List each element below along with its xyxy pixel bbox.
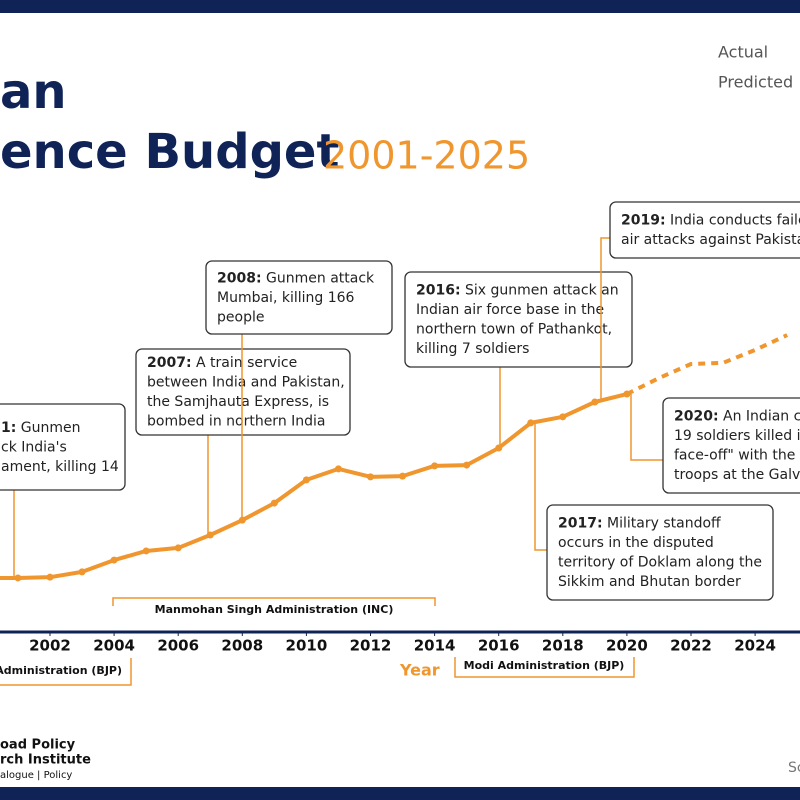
annotation-line: killing 7 soldiers bbox=[416, 341, 529, 357]
bottom-bar bbox=[0, 787, 800, 800]
annotation-year: 1: bbox=[1, 420, 16, 436]
annotation-text: 2016: Six gunmen attack an Indian air for… bbox=[416, 283, 619, 358]
annotation-box bbox=[404, 271, 633, 368]
series-line bbox=[626, 333, 788, 396]
point bbox=[46, 573, 54, 581]
x-tick-label: 2020 bbox=[606, 637, 648, 655]
annotation-text: 2008: Gunmen attack Mumbai, killing 166 pe… bbox=[217, 270, 375, 325]
chart-subtitle: 2001-2025 bbox=[323, 134, 530, 178]
point bbox=[206, 531, 214, 539]
bracket bbox=[454, 657, 635, 678]
legend-label: Actual bbox=[718, 43, 768, 62]
point bbox=[431, 462, 439, 470]
annotation-text: 2007: A train service between India and P… bbox=[147, 355, 345, 430]
annotation-line: bombed in northern India bbox=[147, 414, 326, 430]
bracket bbox=[112, 597, 436, 606]
annotation-line: Sikkim and Bhutan border bbox=[558, 574, 741, 590]
administration-label: Administration (BJP) bbox=[0, 664, 122, 677]
annotation-line: air attacks against Pakista bbox=[621, 232, 800, 248]
annotation-line: India conducts faile bbox=[666, 213, 800, 229]
x-tick-label: 2024 bbox=[734, 637, 776, 655]
x-tick-label: 2012 bbox=[350, 637, 392, 655]
annotation-line: Gunmen bbox=[16, 420, 80, 436]
x-tick-label: 2006 bbox=[157, 637, 199, 655]
annotation-line: Indian air force base in the bbox=[416, 302, 604, 318]
point bbox=[302, 476, 310, 484]
annotation-year: 2017: bbox=[558, 516, 603, 532]
annotation-year: 2007: bbox=[147, 355, 192, 371]
leader-line bbox=[630, 394, 663, 461]
x-tick-label: 2010 bbox=[286, 637, 328, 655]
annotation-line: Mumbai, killing 166 bbox=[217, 290, 355, 306]
administration-label: Modi Administration (BJP) bbox=[464, 659, 625, 672]
annotation-line: people bbox=[217, 309, 264, 325]
annotation-box bbox=[609, 201, 800, 259]
logo-text: rch Institute bbox=[0, 753, 91, 768]
x-tick-label: 2002 bbox=[29, 637, 71, 655]
annotation-box bbox=[205, 260, 393, 335]
point bbox=[463, 461, 471, 469]
annotation-box bbox=[662, 397, 800, 494]
point bbox=[334, 465, 342, 473]
annotation-line: the Samjhauta Express, is bbox=[147, 394, 329, 410]
annotation-line: Military standoff bbox=[603, 516, 721, 532]
annotation-line: Six gunmen attack an bbox=[461, 283, 619, 299]
annotation-year: 2016: bbox=[416, 283, 461, 299]
annotation-year: 2008: bbox=[217, 270, 262, 286]
x-tick-label: 2004 bbox=[93, 637, 135, 655]
annotation-text: 1: Gunmen ck India's ament, killing 14 bbox=[1, 420, 119, 475]
annotation-year: 2020: bbox=[674, 409, 719, 425]
annotation-line: northern town of Pathankot, bbox=[416, 322, 612, 338]
logo-text: alogue | Policy bbox=[0, 770, 72, 781]
annotation-line: ament, killing 14 bbox=[1, 459, 119, 475]
chart-title: ence Budget bbox=[0, 124, 339, 180]
annotation-line: occurs in the disputed bbox=[558, 535, 714, 551]
annotation-line: troops at the Galv bbox=[674, 467, 800, 483]
annotation-line: An Indian c bbox=[719, 409, 800, 425]
point bbox=[174, 544, 182, 552]
annotation-line: face-off" with the bbox=[674, 448, 795, 464]
point bbox=[367, 473, 374, 481]
legend-label: Predicted bbox=[718, 73, 793, 92]
annotation-year: 2019: bbox=[621, 213, 666, 229]
annotation-line: between India and Pakistan, bbox=[147, 375, 345, 391]
x-tick-label: 2022 bbox=[670, 637, 712, 655]
leader-line bbox=[534, 423, 547, 551]
annotation-box bbox=[0, 403, 126, 491]
x-tick-label: 2008 bbox=[221, 637, 263, 655]
point bbox=[559, 413, 567, 421]
source: Sc bbox=[788, 760, 800, 776]
point bbox=[270, 499, 278, 507]
point bbox=[527, 419, 535, 427]
annotation-line: A train service bbox=[192, 355, 298, 371]
point bbox=[495, 444, 503, 452]
administration-label: Manmohan Singh Administration (INC) bbox=[155, 603, 394, 616]
point bbox=[142, 547, 150, 555]
annotation-line: territory of Doklam along the bbox=[558, 555, 762, 571]
point bbox=[78, 568, 86, 576]
x-axis-label: Year bbox=[399, 661, 440, 680]
chart-title: an bbox=[0, 64, 67, 120]
annotation-text: 2017: Military standoff occurs in the dis… bbox=[558, 516, 762, 591]
point bbox=[591, 398, 599, 406]
x-tick-label: 2016 bbox=[478, 637, 520, 655]
point bbox=[110, 556, 118, 564]
annotation-line: 19 soldiers killed in bbox=[674, 428, 800, 444]
annotation-line: ck India's bbox=[1, 439, 67, 455]
annotation-line: Gunmen attack bbox=[262, 270, 375, 286]
annotation-text: 2020: An Indian c 19 soldiers killed in fa… bbox=[674, 409, 800, 484]
x-tick-label: 2018 bbox=[542, 637, 584, 655]
annotation-box bbox=[135, 348, 351, 436]
annotation-box bbox=[546, 504, 774, 601]
point bbox=[14, 574, 22, 582]
point bbox=[238, 516, 246, 524]
bracket bbox=[0, 658, 132, 686]
leader-line bbox=[600, 237, 610, 402]
top-bar bbox=[0, 0, 800, 13]
x-tick-label: 2014 bbox=[414, 637, 456, 655]
logo-text: oad Policy bbox=[0, 738, 76, 753]
point bbox=[399, 472, 407, 480]
annotation-text: 2019: India conducts faile air attacks ag… bbox=[621, 213, 800, 249]
